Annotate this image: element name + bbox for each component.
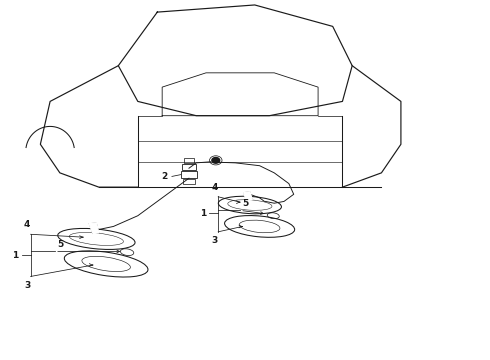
Bar (182, 163, 196, 170)
Polygon shape (89, 223, 99, 234)
Text: 1: 1 (200, 209, 206, 218)
Text: 1: 1 (12, 251, 19, 260)
Text: 4: 4 (24, 220, 30, 229)
Text: 3: 3 (24, 281, 30, 290)
Circle shape (212, 157, 220, 163)
Bar (183, 179, 195, 184)
Bar (181, 171, 197, 178)
Text: 3: 3 (212, 236, 218, 245)
Text: 5: 5 (57, 240, 63, 249)
Text: 5: 5 (242, 198, 248, 207)
Text: 4: 4 (212, 183, 218, 192)
Bar (184, 158, 195, 163)
Text: 2: 2 (161, 172, 167, 181)
Polygon shape (244, 192, 252, 201)
